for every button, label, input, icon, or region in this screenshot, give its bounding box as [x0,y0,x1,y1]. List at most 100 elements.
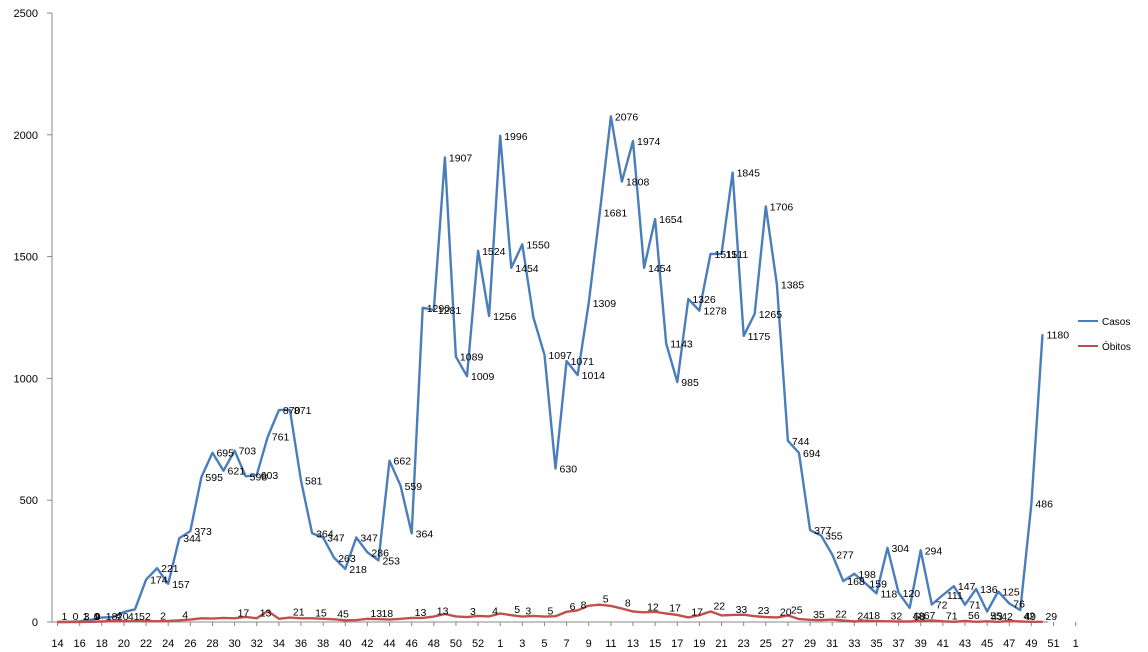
obitos-point [366,618,369,620]
obitos-point [931,619,933,622]
obitos-data-label: 8 [581,599,587,611]
casos-point [233,449,236,452]
obitos-point [632,610,634,613]
casos-point [720,253,723,255]
obitos-point [255,617,258,620]
obitos-point [908,620,911,623]
x-tick-label: 35 [870,638,882,650]
x-tick-label: 46 [406,638,418,650]
casos-point [123,611,125,613]
obitos-point [543,615,546,618]
obitos-point [975,621,977,623]
obitos-point [311,617,313,620]
casos-data-label: 1524 [482,246,506,258]
obitos-point [178,619,181,622]
x-tick-label: 13 [627,638,639,650]
casos-data-label: 1014 [582,370,606,382]
casos-point [488,315,490,317]
obitos-data-label: 13 [370,608,382,620]
obitos-point [399,618,402,620]
casos-data-label: 304 [892,543,910,555]
casos-data-label: 595 [205,472,223,484]
casos-point [421,307,424,309]
obitos-data-label: 0 [94,611,100,623]
casos-point [1041,333,1044,336]
casos-data-label: 136 [980,584,998,596]
obitos-data-label: 17 [238,607,250,619]
x-tick-label: 14 [51,638,63,650]
casos-point [853,573,856,575]
obitos-point [665,612,667,615]
casos-data-label: 0 [73,611,79,623]
obitos-point [421,617,424,619]
obitos-point [112,620,114,622]
casos-point [322,536,324,539]
casos-data-label: 1 [62,611,68,623]
casos-data-label: 174 [150,575,168,587]
obitos-point [798,618,800,620]
casos-data-label: 1180 [1046,330,1069,342]
casos-point [134,608,136,611]
obitos-point [565,611,568,613]
casos-data-label: 1278 [703,306,727,318]
casos-data-label: 1326 [692,294,716,306]
casos-point [255,474,258,476]
casos-point [942,594,944,596]
obitos-point [388,618,391,621]
obitos-data-label: 42 [1001,611,1013,623]
x-tick-label: 9 [586,638,592,650]
casos-data-label: 347 [327,532,345,544]
obitos-point [720,614,723,617]
obitos-point [787,614,789,617]
x-tick-label: 34 [273,638,285,650]
casos-point [665,342,667,345]
casos-point [975,588,977,590]
obitos-point [831,618,833,621]
casos-point [997,590,999,593]
obitos-data-label: 29 [1045,611,1057,623]
casos-data-label: 364 [316,528,334,540]
obitos-point [333,618,336,621]
obitos-data-label: 48 [913,611,925,623]
obitos-data-label: 15 [315,607,327,619]
obitos-point [1008,620,1011,622]
casos-data-label: 71 [969,600,981,612]
data-labels: 1 0 3 9 18 20 41 521742211573443735956956217035… [62,111,1070,623]
x-tick-label: 28 [206,638,218,650]
casos-point [809,529,811,531]
casos-point [886,547,889,549]
obitos-point [532,615,535,617]
obitos-point [289,616,291,619]
legend-casos-label: Casos [1102,317,1130,328]
obitos-point [953,621,955,623]
casos-data-label: 486 [1035,499,1053,511]
casos-point [897,592,900,594]
obitos-data-label: 25 [791,604,803,616]
casos-point [753,313,756,315]
casos-data-label: 695 [216,448,234,460]
casos-data-label: 286 [371,547,389,559]
casos-data-label: 1454 [515,263,539,275]
x-tick-label: 5 [541,638,547,650]
casos-point [931,603,933,606]
casos-data-label: 1097 [548,350,572,362]
casos-data-label: 294 [925,545,943,557]
casos-data-label: 364 [416,528,434,540]
casos-data-label: 621 [228,466,246,478]
obitos-point [433,615,435,618]
casos-data-label: 1143 [670,339,693,351]
casos-point [521,243,524,246]
casos-data-label: 355 [825,531,843,543]
casos-point [776,283,778,286]
casos-point [554,467,557,470]
obitos-point [964,620,966,622]
casos-point [576,374,579,376]
casos-point [167,583,169,585]
obitos-data-label: 56 [968,610,980,622]
x-tick-label: 29 [804,638,816,650]
casos-point [477,250,479,252]
obitos-point [123,620,125,623]
casos-point [842,580,845,582]
x-tick-label: 42 [361,638,373,650]
x-tick-label: 52 [472,638,484,650]
